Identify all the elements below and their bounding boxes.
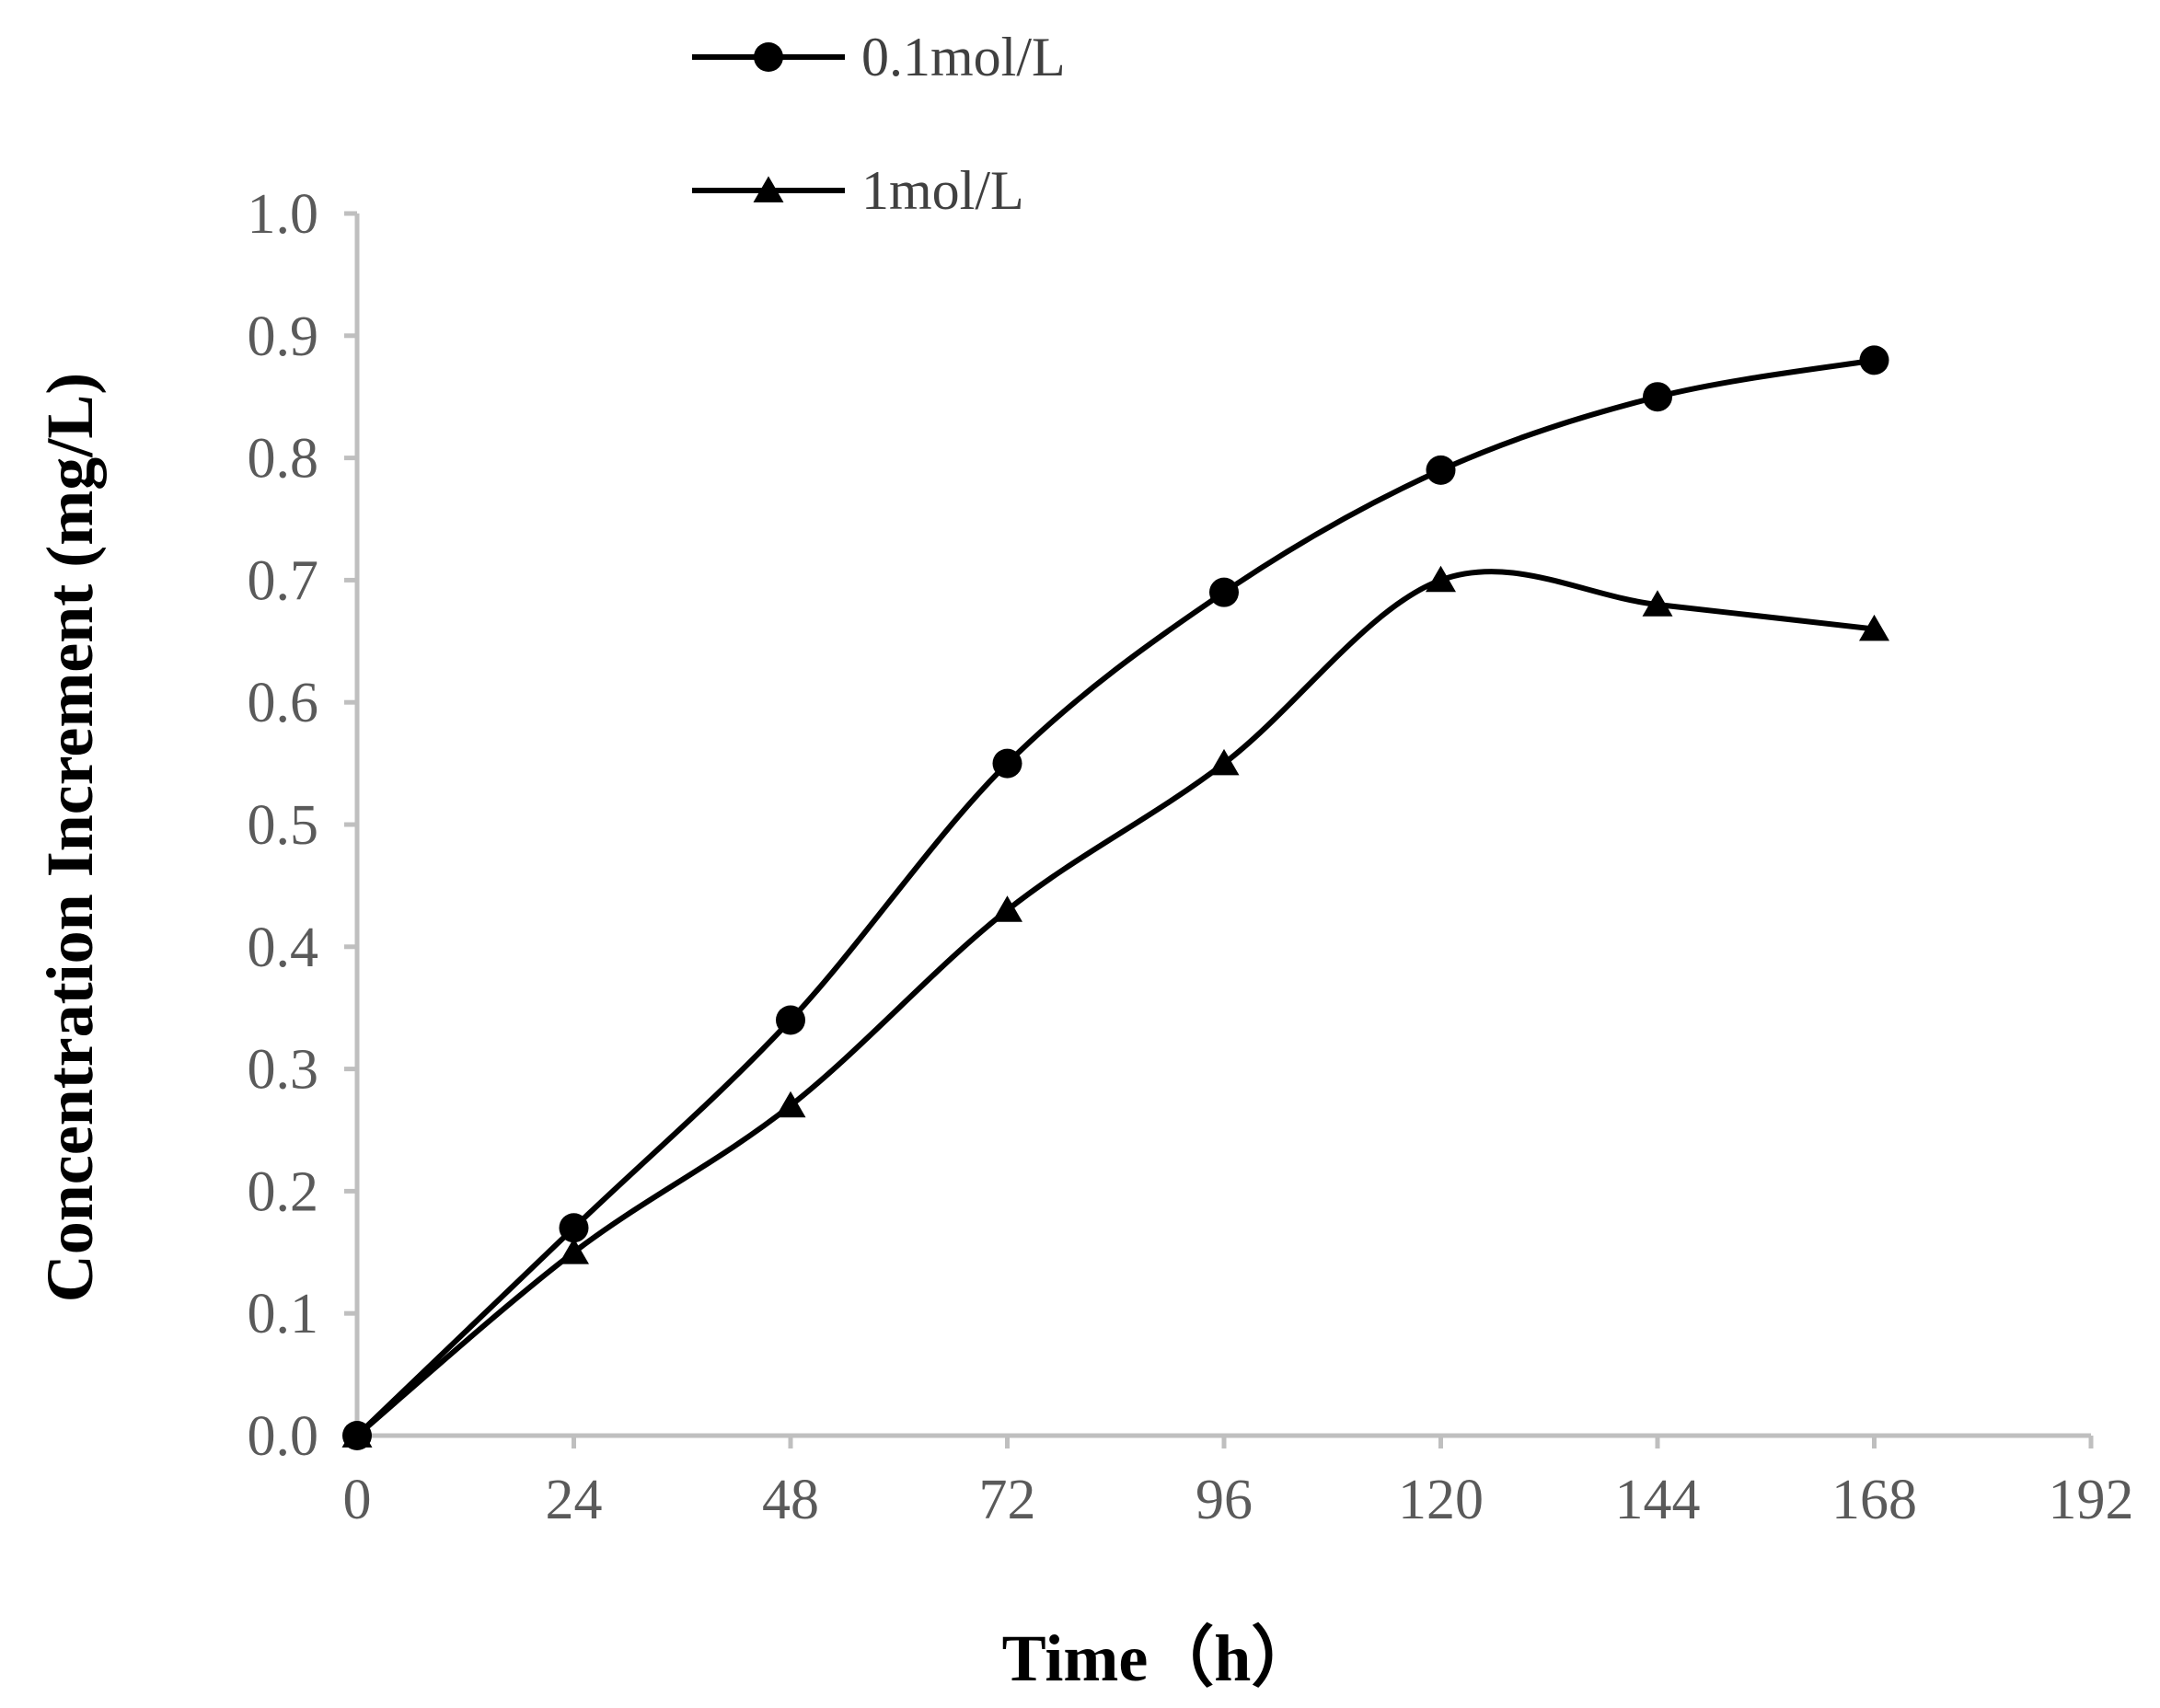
y-tick-label: 1.0	[248, 183, 319, 246]
data-point	[1859, 614, 1889, 641]
data-point	[1426, 455, 1456, 485]
legend-label: 0.1mol/L	[861, 27, 1066, 87]
data-point	[559, 1213, 589, 1243]
x-axis-title: Time（h）	[1002, 1621, 1318, 1695]
legend-marker	[754, 42, 783, 72]
series-1	[342, 345, 1889, 1450]
x-tick-label: 24	[546, 1469, 603, 1531]
y-tick-label: 0.9	[248, 306, 319, 368]
legend-entry-1: 0.1mol/L	[692, 27, 1066, 87]
legend-marker	[753, 176, 784, 202]
x-tick-label: 72	[979, 1469, 1036, 1531]
x-tick-label: 120	[1398, 1469, 1484, 1531]
data-point	[1643, 382, 1672, 412]
y-tick-label: 0.5	[248, 794, 319, 857]
series-2	[341, 565, 1889, 1448]
x-tick-label: 144	[1615, 1469, 1701, 1531]
y-axis-title: Concentration Increment (mg/L)	[33, 373, 107, 1303]
x-tick-label: 168	[1831, 1469, 1917, 1531]
y-tick-label: 0.6	[248, 672, 319, 734]
data-point	[775, 1091, 806, 1118]
data-point	[341, 1421, 373, 1448]
data-point	[559, 1238, 589, 1264]
series-line-2	[355, 569, 1875, 1438]
y-tick-label: 0.0	[248, 1405, 319, 1468]
data-point	[992, 895, 1022, 922]
x-tick-label: 0	[343, 1469, 372, 1531]
y-tick-label: 0.8	[248, 428, 319, 490]
series-layer	[341, 345, 1889, 1450]
x-tick-label: 192	[2049, 1469, 2134, 1531]
y-tick-label: 0.1	[248, 1283, 319, 1345]
data-point	[1426, 565, 1456, 593]
x-tick-label: 96	[1196, 1469, 1253, 1531]
y-tick-label: 0.7	[248, 549, 319, 612]
data-point	[1209, 577, 1239, 607]
axes: 0.0 0.1 0.2 0.3 0.4 0.5 0.6 0.7 0.8 0.9 1.0 0 24 48 72…	[248, 183, 2134, 1531]
data-point	[1208, 748, 1240, 776]
data-point	[1642, 590, 1673, 617]
y-tick-label: 0.2	[248, 1160, 319, 1223]
legend-entry-2: 1mol/L	[692, 160, 1024, 221]
data-point	[776, 1005, 805, 1035]
legend: 0.1mol/L 1mol/L	[692, 27, 1066, 221]
data-point	[1859, 345, 1889, 375]
y-tick-label: 0.3	[248, 1039, 319, 1102]
data-point	[992, 748, 1022, 779]
series-line-1	[354, 357, 1875, 1438]
legend-label: 1mol/L	[861, 160, 1024, 221]
x-tick-label: 48	[762, 1469, 819, 1531]
y-tick-label: 0.4	[248, 917, 319, 979]
